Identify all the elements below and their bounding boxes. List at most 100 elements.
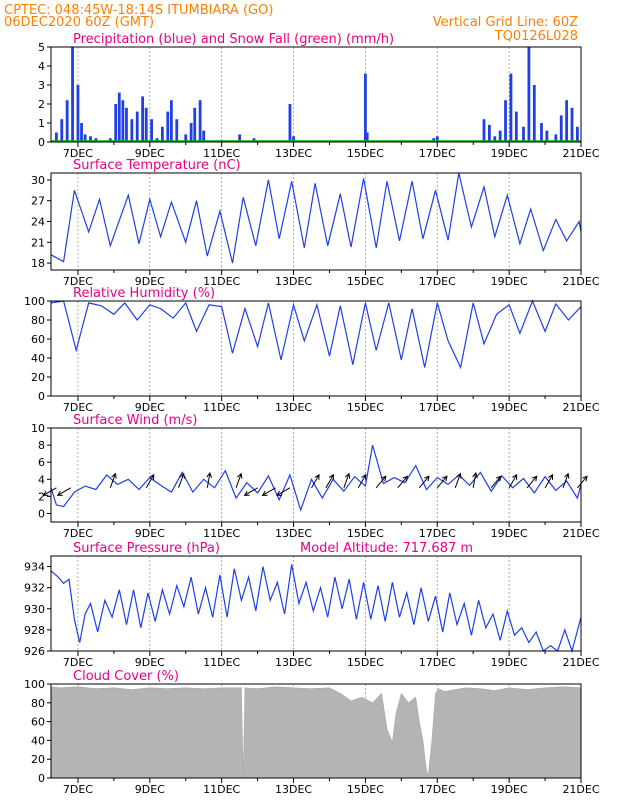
x-tick-label: 7DEC [63,275,93,288]
series-line [50,564,582,654]
precip-bar [540,123,543,142]
precip-bar [532,85,536,142]
wind-arrow-head [328,473,334,480]
precip-bar [166,111,170,142]
wind-arrow [43,487,57,496]
precip-bar [527,47,531,142]
series-line [50,444,582,512]
panel-title: Precipitation (blue) and Snow Fall (gree… [73,32,394,47]
y-tick-label: 10 [31,422,45,435]
x-tick-label: 11DEC [203,656,240,669]
plot-frame [50,427,582,523]
y-tick-label: 928 [24,624,45,637]
x-tick-label: 11DEC [203,147,240,160]
y-tick-label: 30 [31,174,45,187]
precip-bar [364,73,367,142]
precip-bar [522,126,525,142]
x-tick-label: 17DEC [419,147,456,160]
wind-arrow [508,474,518,489]
y-tick-label: 40 [31,352,45,365]
wind-arrow [490,476,502,489]
panel-title: Surface Temperature (nC) [73,158,241,173]
wind-arrow [526,476,538,489]
y-tick-label: 0 [38,772,45,785]
precip-bar [89,136,92,142]
x-tick-label: 9DEC [135,783,165,796]
precip-bar [189,123,193,142]
y-tick-label: 934 [24,561,45,574]
y-tick-label: 80 [31,697,45,710]
x-tick-label: 7DEC [63,656,93,669]
wind-arrow-head [149,473,155,480]
y-tick-label: 926 [24,645,45,658]
y-tick-label: 40 [31,734,45,747]
x-tick-label: 9DEC [135,147,165,160]
cloud-cover-area [50,686,582,779]
y-tick-label: 932 [24,582,45,595]
wind-arrow-head [111,472,117,479]
wind-arrow [235,473,242,488]
x-tick-label: 9DEC [135,527,165,540]
x-tick-label: 17DEC [419,401,456,414]
x-tick-label: 13DEC [275,527,312,540]
plot-frame [50,555,582,652]
y-tick-label: 60 [31,716,45,729]
wind-arrow [109,473,116,488]
x-tick-label: 19DEC [491,656,528,669]
panels: Precipitation (blue) and Snow Fall (gree… [24,32,600,796]
plot-frame [50,683,582,779]
x-tick-label: 21DEC [562,401,599,414]
precip-bar [514,111,518,142]
series-line [50,299,582,370]
precip-bar [80,123,83,142]
precip-bar [576,126,579,142]
wind-arrow-head [380,475,387,482]
plot-frame [50,300,582,397]
x-tick-label: 7DEC [63,783,93,796]
precip-bar [125,107,128,142]
y-tick-label: 3 [38,79,45,92]
wind-arrow-head [495,475,502,482]
plot-frame [50,46,582,143]
wind-arrow-head [456,472,462,479]
wind-arrow [418,476,430,489]
precip-bar [76,85,80,142]
y-tick-label: 0 [38,136,45,149]
y-tick-label: 27 [31,195,45,208]
y-tick-label: 21 [31,236,45,249]
precip-bar [121,100,125,142]
precip-bar [155,138,159,142]
wind-arrow [276,487,291,496]
x-tick-label: 15DEC [347,783,384,796]
precip-bar [288,104,292,142]
wind-arrow [375,476,387,489]
wind-arrow-head [442,475,448,482]
wind-arrow [325,474,334,489]
precip-bar [435,136,439,142]
x-tick-label: 15DEC [347,401,384,414]
wind-arrow [472,472,477,488]
x-tick-label: 17DEC [419,656,456,669]
x-tick-label: 9DEC [135,656,165,669]
precip-bar [554,134,558,142]
wind-arrow [577,476,588,489]
x-tick-label: 21DEC [562,275,599,288]
wind-arrow [57,487,72,496]
precip-bar [83,134,87,142]
x-tick-label: 21DEC [562,527,599,540]
wind-arrow [544,474,554,489]
x-tick-label: 19DEC [491,147,528,160]
x-tick-label: 11DEC [203,275,240,288]
wind-arrow-head [424,475,430,482]
x-tick-label: 13DEC [275,656,312,669]
y-tick-label: 20 [31,753,45,766]
wind-arrow [343,473,350,488]
header-run-date: 06DEC2020 60Z (GMT) [4,15,154,30]
wind-arrow-head [42,490,49,496]
header: CPTEC: 048:45W-18:14S ITUMBIARA (GO) 06D… [4,3,578,44]
precip-bar [509,73,513,142]
precip-bar [130,119,134,142]
precip-bar [60,119,64,142]
x-tick-label: 19DEC [491,783,528,796]
y-tick-label: 5 [38,41,45,54]
